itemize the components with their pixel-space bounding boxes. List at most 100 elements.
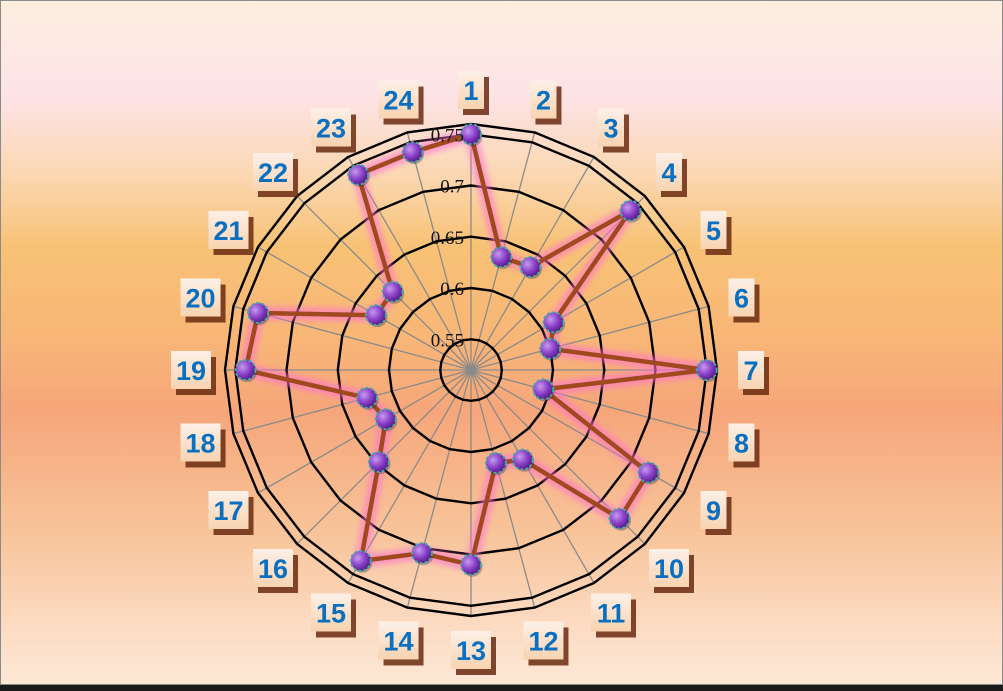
label-box (648, 548, 689, 587)
category-label-2: 2 (530, 80, 562, 125)
category-label-text: 21 (213, 216, 243, 246)
category-label-text: 12 (528, 626, 558, 656)
category-label-9: 9 (700, 491, 732, 535)
data-point (234, 359, 257, 381)
category-label-text: 3 (603, 114, 618, 144)
data-point (484, 452, 507, 475)
label-box (378, 80, 419, 119)
data-series (234, 123, 719, 577)
data-point (542, 311, 565, 334)
data-point (619, 199, 642, 222)
category-label-12: 12 (523, 621, 569, 666)
data-point (356, 386, 379, 409)
category-label-13: 13 (451, 631, 496, 675)
label-box (458, 71, 484, 109)
spoke (406, 369, 472, 608)
data-point (374, 408, 397, 431)
data-point (247, 301, 270, 324)
category-label-16: 16 (253, 548, 299, 593)
data-point (460, 123, 482, 146)
category-label-text: 6 (734, 284, 749, 314)
data-point (381, 280, 404, 303)
label-box (728, 278, 755, 317)
category-label-text: 23 (316, 114, 346, 144)
category-label-17: 17 (208, 491, 254, 535)
category-label-5: 5 (700, 211, 732, 255)
category-label-8: 8 (728, 423, 760, 468)
category-label-7: 7 (738, 351, 769, 395)
category-label-4: 4 (655, 153, 687, 198)
data-point (695, 359, 718, 381)
spoke (406, 132, 472, 371)
outer-ring (223, 122, 719, 618)
label-box (378, 621, 419, 660)
category-label-text: 20 (186, 284, 216, 314)
category-label-20: 20 (180, 278, 226, 323)
grid-ring (234, 133, 709, 608)
category-label-14: 14 (378, 621, 424, 666)
data-point (365, 304, 388, 327)
category-label-text: 11 (597, 598, 626, 628)
label-box (728, 423, 755, 462)
label-box (530, 80, 557, 119)
category-label-text: 5 (706, 216, 721, 246)
category-label-text: 16 (258, 554, 288, 584)
spoke (470, 246, 685, 371)
data-point (401, 141, 424, 164)
label-box (523, 621, 564, 660)
label-box (171, 351, 211, 389)
category-label-text: 17 (213, 496, 243, 526)
category-label-text: 22 (258, 158, 288, 188)
category-label-19: 19 (171, 351, 216, 395)
category-label-21: 21 (208, 211, 254, 255)
data-point (511, 448, 534, 471)
category-label-text: 8 (734, 428, 749, 458)
label-box (738, 351, 764, 389)
category-label-6: 6 (728, 278, 760, 323)
category-label-3: 3 (598, 108, 629, 153)
category-label-text: 1 (463, 76, 478, 106)
tick-label: 0.55 (431, 330, 464, 351)
spoke (470, 369, 536, 608)
grid-ring (387, 286, 555, 454)
label-box (700, 491, 727, 529)
label-box (591, 593, 631, 632)
label-box (180, 278, 221, 317)
spoke (257, 369, 472, 494)
spoke (470, 305, 709, 371)
spoke (470, 369, 595, 584)
category-label-text: 18 (186, 428, 216, 458)
category-label-23: 23 (311, 108, 356, 153)
category-label-text: 10 (654, 554, 684, 584)
category-label-text: 13 (456, 636, 486, 666)
bottom-bar (0, 685, 1003, 691)
label-box (655, 153, 682, 192)
radial-tick-labels: 0.55 0.6 0.65 0.7 0.75 (431, 125, 464, 351)
spoke (233, 369, 472, 435)
label-box (180, 423, 221, 462)
data-point (608, 507, 631, 530)
category-label-15: 15 (311, 593, 356, 638)
category-label-text: 24 (384, 86, 414, 116)
category-label-text: 19 (176, 356, 206, 386)
data-point (347, 163, 370, 186)
data-point (637, 461, 660, 484)
grid-ring (439, 338, 504, 403)
tick-label: 0.6 (440, 279, 464, 300)
label-box (451, 631, 491, 669)
data-point (519, 256, 542, 279)
tick-label: 0.7 (440, 177, 464, 198)
label-box (700, 211, 727, 249)
label-box (311, 593, 351, 632)
data-point (490, 246, 513, 269)
category-label-text: 15 (316, 598, 346, 628)
category-label-text: 4 (661, 158, 676, 188)
data-point (532, 378, 555, 401)
category-label-1: 1 (458, 71, 489, 115)
category-label-11: 11 (591, 593, 636, 638)
category-label-24: 24 (378, 80, 424, 125)
tick-label: 0.65 (431, 228, 464, 249)
data-point (460, 553, 482, 576)
